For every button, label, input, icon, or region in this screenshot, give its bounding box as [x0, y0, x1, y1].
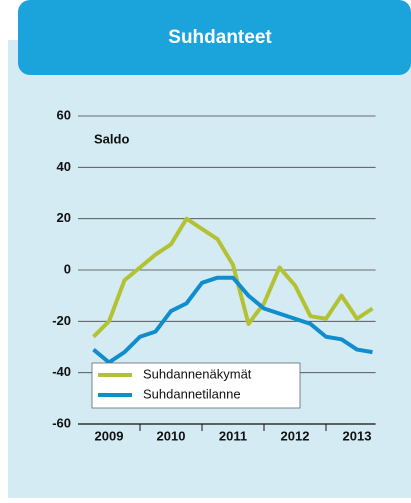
line-series — [92, 216, 374, 339]
y-axis-label: Saldo — [94, 131, 129, 146]
x-tick-label: 2009 — [95, 428, 124, 443]
x-tick-label: 2010 — [157, 428, 186, 443]
y-tick-label: -60 — [52, 415, 71, 430]
legend-label: Suhdannetilanne — [143, 386, 241, 401]
y-tick-label: -40 — [52, 364, 71, 379]
y-tick-label: -20 — [52, 313, 71, 328]
y-tick-label: 60 — [57, 107, 71, 122]
legend-label: Suhdannenäkymät — [143, 366, 252, 381]
header-bar — [18, 0, 411, 75]
year-separators — [139, 424, 327, 431]
y-tick-label: 40 — [57, 159, 71, 174]
line-series — [92, 275, 373, 365]
x-tick-label: 2012 — [281, 428, 310, 443]
chart-title: Suhdanteet — [168, 27, 272, 48]
x-tick-label: 2013 — [343, 428, 372, 443]
y-tick-label: 0 — [64, 261, 71, 276]
legend-box — [91, 362, 301, 409]
x-tick-label: 2011 — [219, 428, 247, 443]
y-tick-label: 20 — [57, 210, 71, 225]
